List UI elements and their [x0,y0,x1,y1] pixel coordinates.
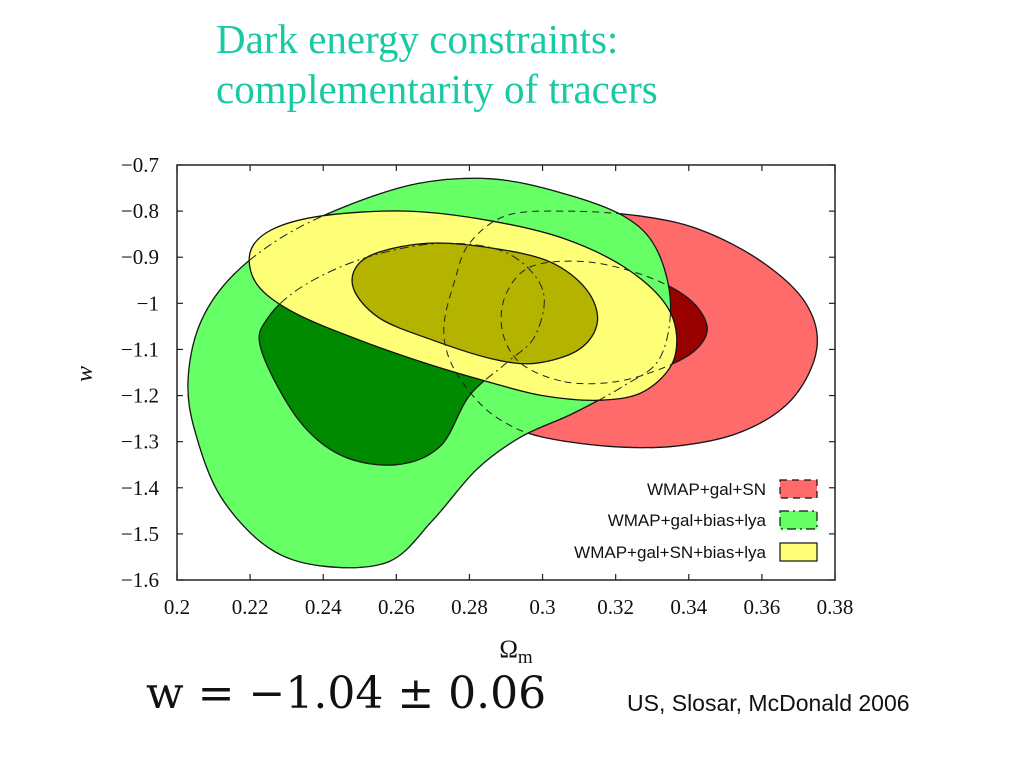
y-tick-label: −0.7 [121,153,159,177]
x-tick-label: 0.32 [597,595,634,619]
slide-title-line-1: Dark energy constraints: [216,16,619,62]
legend-label-wmap-gal-sn-bias-lya: WMAP+gal+SN+bias+lya [574,543,766,562]
x-tick-label: 0.26 [378,595,415,619]
x-tick-label: 0.38 [817,595,854,619]
x-tick-label: 0.28 [451,595,488,619]
result-formula: w = −1.04 ± 0.06 [146,668,547,719]
legend-swatch-wmap-gal-bias-lya [779,510,818,530]
slide-title-line-2: complementarity of tracers [216,66,658,112]
y-tick-label: −0.9 [121,245,159,269]
contour-inner-wmap-gal-sn-bias-lya [351,242,599,365]
axis-ticks: 0.2 0.22 0.24 0.26 0.28 0.3 0.32 0.34 0.36 0.38 −0… [121,153,853,619]
y-tick-label: −1.3 [121,430,159,454]
y-tick-label: −1.4 [121,476,160,500]
contour-outline-inner-wmap-gal-bias-lya [258,242,545,466]
y-tick-label: −1.6 [121,568,159,592]
plot-frame [176,164,836,581]
x-tick-label: 0.36 [744,595,781,619]
y-tick-label: −1.5 [121,522,159,546]
citation: US, Slosar, McDonald 2006 [627,690,910,716]
legend-swatch-wmap-gal-sn [779,479,818,499]
x-tick-label: 0.24 [305,595,342,619]
x-tick-label: 0.34 [670,595,707,619]
y-axis-label: w [72,366,98,382]
legend-swatch-wmap-gal-sn-bias-lya [779,542,818,562]
legend-label-wmap-gal-bias-lya: WMAP+gal+bias+lya [608,511,767,530]
x-tick-label: 0.22 [232,595,269,619]
y-tick-label: −1 [137,291,159,315]
contour-outline-outer-wmap-gal-bias-lya [187,177,672,569]
plot-area [187,177,818,569]
contour-outline-outer-wmap-gal-sn [443,210,818,449]
contour-outline-inner-wmap-gal-sn [500,260,708,385]
y-tick-label: −0.8 [121,199,159,223]
y-tick-label: −1.2 [121,384,159,408]
legend: WMAP+gal+SN WMAP+gal+bias+lya WMAP+gal+SN+… [574,479,818,562]
x-tick-label: 0.2 [164,595,190,619]
x-axis-label-subscript: m [518,647,533,668]
x-axis-label: Ωm [499,636,533,668]
x-tick-label: 0.3 [529,595,555,619]
slide-title: Dark energy constraints: complementarity… [216,14,658,114]
legend-label-wmap-gal-sn: WMAP+gal+SN [647,480,766,499]
y-tick-label: −1.1 [121,337,159,361]
